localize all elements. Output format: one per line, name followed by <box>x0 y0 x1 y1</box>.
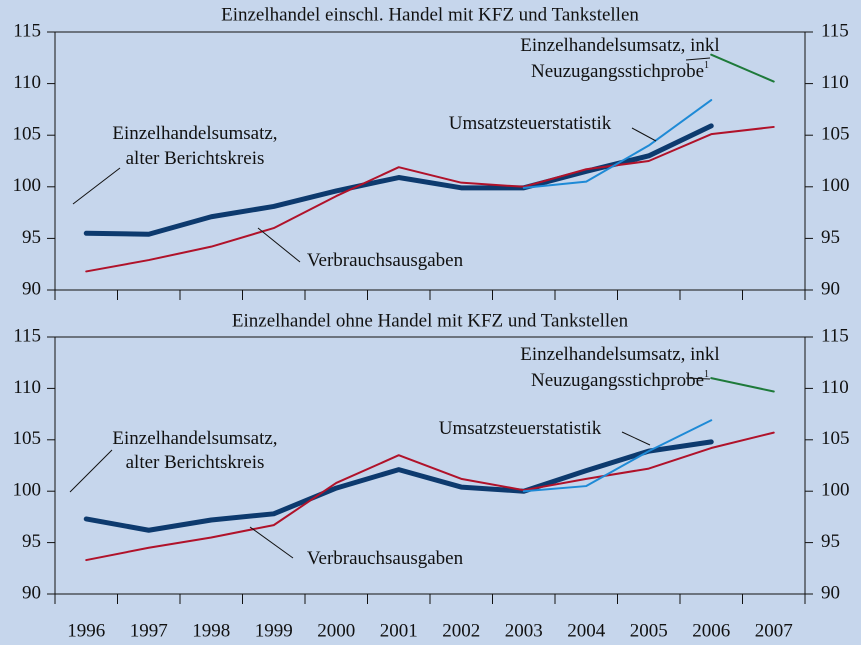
series-label: alter Berichtskreis <box>126 452 265 473</box>
x-tick-label: 2003 <box>505 620 543 641</box>
series-label: Neuzugangsstichprobe1 <box>531 60 709 82</box>
y2-tick-label: 115 <box>821 20 849 41</box>
series-line <box>522 99 713 189</box>
y-tick-label: 90 <box>22 278 41 299</box>
series-label: Umsatzsteuerstatistik <box>449 113 612 134</box>
series-label: alter Berichtskreis <box>126 148 265 169</box>
series-label-text: Einzelhandelsumsatz, <box>112 123 277 144</box>
leader-line <box>621 431 651 446</box>
series-line <box>710 377 775 393</box>
leader-line <box>72 167 121 205</box>
x-tick-label: 1997 <box>130 620 168 641</box>
series-label-text: alter Berichtskreis <box>126 452 265 473</box>
series-label-text: alter Berichtskreis <box>126 148 265 169</box>
series-label: Neuzugangsstichprobe1 <box>531 369 709 391</box>
footnote-mark: 1 <box>704 60 709 71</box>
series-label-text: Umsatzsteuerstatistik <box>449 113 612 134</box>
series-label-text: Umsatzsteuerstatistik <box>439 418 602 439</box>
y-tick-label: 105 <box>13 124 42 145</box>
series-label: Einzelhandelsumsatz, <box>112 428 277 449</box>
x-tick-label: 2007 <box>755 620 793 641</box>
x-tick-label: 2001 <box>380 620 418 641</box>
leader-line <box>257 227 301 263</box>
y2-tick-label: 100 <box>821 175 850 196</box>
leader-line <box>685 377 711 380</box>
series-label: Umsatzsteuerstatistik <box>439 418 602 439</box>
series-line <box>710 53 775 83</box>
series-label-text: Verbrauchsausgaben <box>307 250 464 271</box>
series-line <box>85 125 775 273</box>
y-tick-label: 100 <box>13 175 42 196</box>
series-label-text: Einzelhandelsumsatz, inkl <box>520 344 719 365</box>
x-tick-label: 1998 <box>192 620 230 641</box>
x-tick-label: 2000 <box>317 620 355 641</box>
x-tick-label: 2005 <box>630 620 668 641</box>
series-label-text: Neuzugangsstichprobe <box>531 61 704 82</box>
panel-title: Einzelhandel einschl. Handel mit KFZ und… <box>221 4 639 25</box>
y-tick-label: 95 <box>22 227 41 248</box>
y2-tick-label: 110 <box>821 377 849 398</box>
y-tick-label: 110 <box>13 377 41 398</box>
y2-tick-label: 95 <box>821 531 840 552</box>
series-label: Einzelhandelsumsatz, inkl <box>520 344 719 365</box>
y2-tick-label: 95 <box>821 227 840 248</box>
panel-title: Einzelhandel ohne Handel mit KFZ und Tan… <box>232 310 629 331</box>
series-label-text: Neuzugangsstichprobe <box>531 370 704 391</box>
leader-line <box>249 526 294 559</box>
footnote-mark: 1 <box>704 369 709 380</box>
series-label: Einzelhandelsumsatz, <box>112 123 277 144</box>
x-tick-label: 2006 <box>692 620 730 641</box>
series-line <box>522 419 713 493</box>
y2-tick-label: 100 <box>821 480 850 501</box>
series-line <box>85 431 775 562</box>
y-tick-label: 105 <box>13 428 42 449</box>
series-label-text: Einzelhandelsumsatz, <box>112 428 277 449</box>
y-tick-label: 100 <box>13 480 42 501</box>
y2-tick-label: 110 <box>821 72 849 93</box>
y-tick-label: 115 <box>13 20 41 41</box>
y2-tick-label: 90 <box>821 278 840 299</box>
series-line <box>83 439 714 533</box>
x-tick-label: 2002 <box>442 620 480 641</box>
leader-line <box>69 449 113 493</box>
series-label-text: Einzelhandelsumsatz, inkl <box>520 35 719 56</box>
x-tick-label: 2004 <box>567 620 606 641</box>
series-label: Einzelhandelsumsatz, inkl <box>520 35 719 56</box>
y2-tick-label: 105 <box>821 124 850 145</box>
y2-tick-label: 115 <box>821 325 849 346</box>
y-tick-label: 110 <box>13 72 41 93</box>
y-tick-label: 115 <box>13 325 41 346</box>
leader-line <box>631 127 657 142</box>
series-label: Verbrauchsausgaben <box>307 250 464 271</box>
y2-tick-label: 90 <box>821 582 840 603</box>
x-tick-label: 1996 <box>67 620 105 641</box>
leader-line <box>685 57 711 61</box>
y-tick-label: 95 <box>22 531 41 552</box>
y2-tick-label: 105 <box>821 428 850 449</box>
x-tick-label: 1999 <box>255 620 293 641</box>
series-label: Verbrauchsausgaben <box>307 548 464 569</box>
series-label-text: Verbrauchsausgaben <box>307 548 464 569</box>
y-tick-label: 90 <box>22 582 41 603</box>
